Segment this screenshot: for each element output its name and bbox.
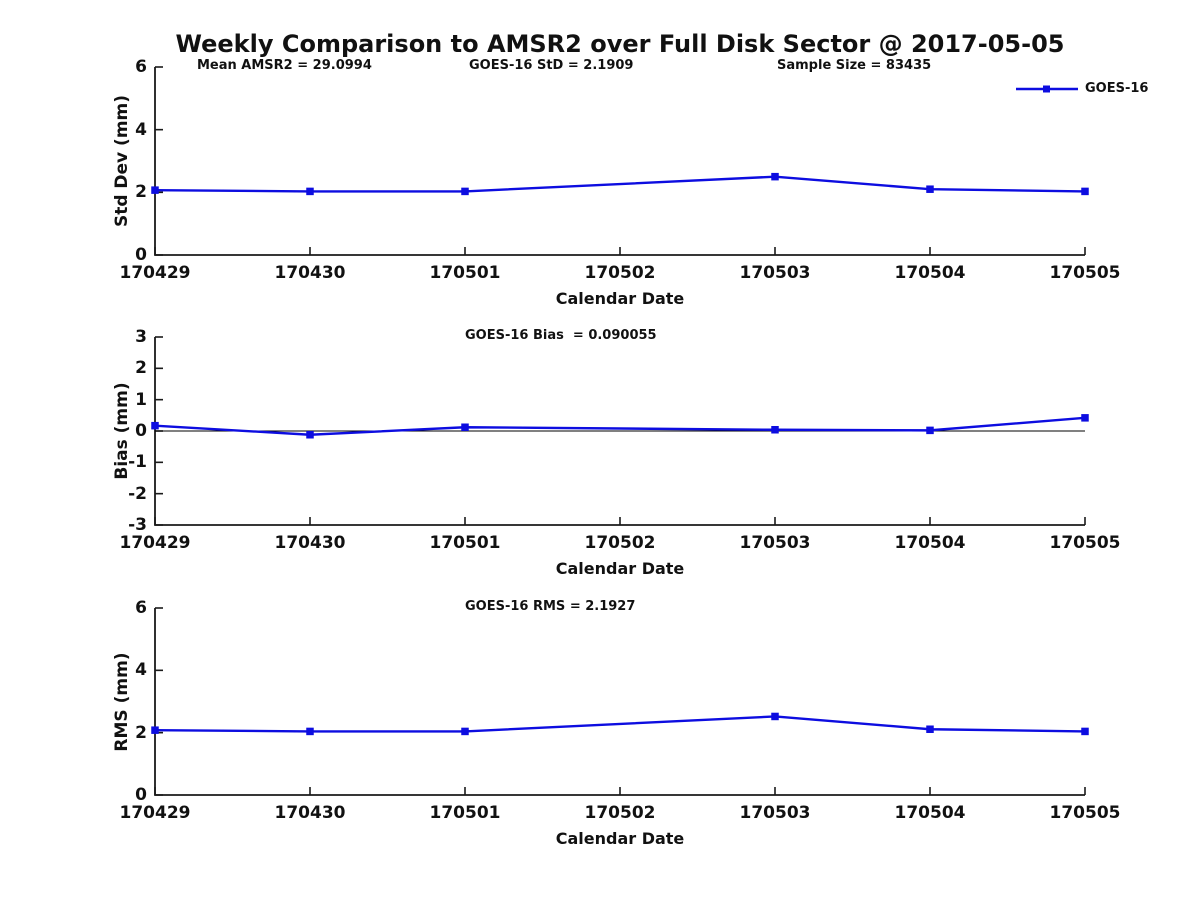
series-line-goes-16 [154, 715, 1086, 733]
data-point-marker [926, 725, 934, 733]
data-point-marker [306, 187, 314, 196]
x-tick-label: 170429 [119, 803, 191, 823]
annotation: Mean AMSR2 = 29.0994 [197, 58, 372, 73]
x-tick-label: 170505 [1049, 803, 1121, 823]
data-point-marker [926, 185, 934, 193]
x-tick-label: 170502 [584, 263, 656, 283]
y-tick-label: 0 [135, 245, 147, 265]
y-tick-label: 0 [135, 785, 147, 805]
data-point-marker [771, 425, 779, 434]
y-tick-label: 2 [135, 358, 147, 379]
axis-spines [154, 608, 1085, 796]
x-tick-label: 170502 [584, 533, 656, 553]
y-tick-label: 2 [135, 722, 147, 743]
legend-label: GOES-16 [1085, 81, 1149, 96]
x-tick-label: 170503 [739, 263, 811, 283]
annotation: GOES-16 StD = 2.1909 [469, 58, 634, 73]
y-tick-label: -3 [128, 515, 147, 535]
x-tick-label: 170504 [894, 263, 966, 283]
x-tick-label: 170505 [1049, 263, 1121, 283]
figure-title: Weekly Comparison to AMSR2 over Full Dis… [175, 30, 1065, 58]
x-tick-label: 170430 [274, 263, 346, 283]
x-tick-label: 170501 [429, 263, 501, 283]
y-tick-label: 0 [135, 421, 147, 441]
x-tick-label: 170501 [429, 803, 501, 823]
x-axis-label: Calendar Date [555, 289, 685, 308]
data-point-marker [461, 423, 469, 431]
annotation: Sample Size = 83435 [777, 58, 932, 73]
annotation: GOES-16 Bias = 0.090055 [465, 328, 657, 343]
data-point-marker [151, 726, 159, 734]
data-point-marker [1081, 727, 1089, 736]
legend-line-icon [1016, 85, 1078, 92]
x-tick-label: 170503 [739, 803, 811, 823]
data-point-marker [771, 712, 779, 721]
x-tick-label: 170429 [119, 263, 191, 283]
y-tick-label: -2 [128, 483, 147, 504]
x-tick-label: 170503 [739, 533, 811, 553]
x-tick-label: 170505 [1049, 533, 1121, 553]
data-point-marker [151, 186, 159, 194]
x-tick-label: 170504 [894, 803, 966, 823]
y-tick-label: 6 [135, 57, 147, 77]
annotation: GOES-16 RMS = 2.1927 [465, 599, 636, 614]
y-axis-label: Std Dev (mm) [112, 94, 132, 228]
y-axis-label: RMS (mm) [112, 651, 132, 752]
axis-spines [154, 67, 1085, 256]
x-tick-label: 170502 [584, 803, 656, 823]
data-point-marker [306, 431, 314, 439]
y-tick-label: 4 [135, 119, 147, 140]
legend: GOES-16 [1015, 81, 1148, 96]
data-point-marker [1081, 414, 1089, 422]
x-tick-label: 170429 [119, 533, 191, 553]
series-line-goes-16 [154, 175, 1086, 193]
series-line-goes-16 [154, 416, 1086, 436]
y-tick-label: 6 [135, 598, 147, 618]
y-tick-label: -1 [128, 452, 147, 473]
x-tick-label: 170504 [894, 533, 966, 553]
y-axis-label: Bias (mm) [112, 382, 132, 480]
x-axis-label: Calendar Date [555, 559, 685, 578]
x-tick-label: 170501 [429, 533, 501, 553]
data-point-marker [461, 187, 469, 196]
data-point-marker [461, 727, 469, 736]
data-point-marker [771, 172, 779, 181]
y-tick-label: 3 [135, 327, 147, 347]
data-point-marker [306, 727, 314, 736]
x-tick-label: 170430 [274, 533, 346, 553]
data-point-marker [151, 421, 159, 430]
y-tick-label: 2 [135, 182, 147, 203]
x-axis-label: Calendar Date [555, 829, 685, 848]
data-point-marker [1081, 187, 1089, 196]
y-tick-label: 1 [135, 389, 147, 410]
y-tick-label: 4 [135, 660, 147, 681]
data-point-marker [926, 426, 934, 435]
x-tick-label: 170430 [274, 803, 346, 823]
